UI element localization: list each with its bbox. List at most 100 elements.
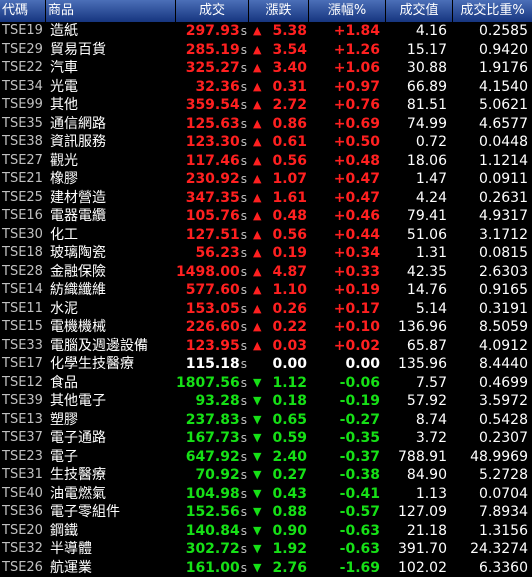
- row-change-cell: ▲2.72: [249, 96, 309, 115]
- row-price-cell: 325.27s: [176, 59, 249, 78]
- price-suffix: s: [241, 117, 247, 131]
- row-turnover-ratio: 0.5428: [453, 411, 532, 430]
- row-turnover: 14.76: [386, 281, 453, 300]
- row-turnover-ratio: 0.2307: [453, 429, 532, 448]
- header-code[interactable]: 代碼: [0, 0, 46, 22]
- price-suffix: s: [241, 80, 247, 94]
- row-name: 半導體: [46, 540, 176, 559]
- row-name: 電子: [46, 448, 176, 467]
- row-turnover: 4.24: [386, 189, 453, 208]
- header-turnover-ratio[interactable]: 成交比重%: [453, 0, 532, 22]
- row-price: 161.00: [186, 560, 240, 576]
- row-change: 5.38: [272, 22, 307, 41]
- row-price-cell: 104.98s: [176, 485, 249, 504]
- price-suffix: s: [241, 283, 247, 297]
- up-arrow-icon: ▲: [253, 115, 261, 134]
- row-price: 297.93: [186, 23, 240, 39]
- row-turnover: 42.35: [386, 263, 453, 282]
- down-arrow-icon: ▼: [253, 559, 261, 577]
- row-change: 0.65: [272, 411, 307, 430]
- row-price: 123.95: [186, 338, 240, 354]
- row-code: TSE31: [0, 466, 46, 485]
- row-name: 通信網路: [46, 115, 176, 134]
- row-turnover: 18.06: [386, 152, 453, 171]
- header-name[interactable]: 商品: [46, 0, 176, 22]
- price-suffix: s: [241, 265, 247, 279]
- row-price-cell: 647.92s: [176, 448, 249, 467]
- row-price: 1807.56: [176, 375, 240, 391]
- row-code: TSE14: [0, 281, 46, 300]
- row-change: 0.56: [272, 226, 307, 245]
- row-change-pct: +0.17: [309, 300, 386, 319]
- header-change[interactable]: 漲跌: [249, 0, 309, 22]
- row-change: 0.22: [272, 318, 307, 337]
- row-turnover: 51.06: [386, 226, 453, 245]
- row-name: 電器電纜: [46, 207, 176, 226]
- row-price-cell: 56.23s: [176, 244, 249, 263]
- price-suffix: s: [241, 61, 247, 75]
- row-change: 0.03: [272, 337, 307, 356]
- row-code: TSE16: [0, 207, 46, 226]
- row-turnover-ratio: 0.3191: [453, 300, 532, 319]
- row-change-cell: ▼0.65: [249, 411, 309, 430]
- row-change-pct: -0.27: [309, 411, 386, 430]
- row-turnover-ratio: 0.2585: [453, 22, 532, 41]
- down-arrow-icon: ▼: [253, 466, 261, 485]
- row-price-cell: 161.00s: [176, 559, 249, 577]
- row-change: 0.90: [272, 522, 307, 541]
- row-turnover-ratio: 3.1712: [453, 226, 532, 245]
- row-change: 1.10: [272, 281, 307, 300]
- row-code: TSE34: [0, 78, 46, 97]
- row-code: TSE30: [0, 226, 46, 245]
- row-change-pct: +0.47: [309, 170, 386, 189]
- header-turnover[interactable]: 成交值: [386, 0, 453, 22]
- row-price-cell: 115.18s: [176, 355, 249, 374]
- row-turnover: 1.13: [386, 485, 453, 504]
- row-turnover: 30.88: [386, 59, 453, 78]
- row-change-pct: -0.06: [309, 374, 386, 393]
- row-change-cell: ▲0.31: [249, 78, 309, 97]
- price-suffix: s: [241, 135, 247, 149]
- row-code: TSE33: [0, 337, 46, 356]
- header-change-pct[interactable]: 漲幅%: [309, 0, 386, 22]
- row-name: 貿易百貨: [46, 41, 176, 60]
- price-suffix: s: [241, 24, 247, 38]
- row-turnover-ratio: 7.8934: [453, 503, 532, 522]
- header-price[interactable]: 成交: [176, 0, 249, 22]
- row-name: 紡織纖維: [46, 281, 176, 300]
- up-arrow-icon: ▲: [253, 133, 261, 152]
- row-turnover-ratio: 0.4699: [453, 374, 532, 393]
- row-change-cell: ▼0.43: [249, 485, 309, 504]
- row-change-pct: +0.33: [309, 263, 386, 282]
